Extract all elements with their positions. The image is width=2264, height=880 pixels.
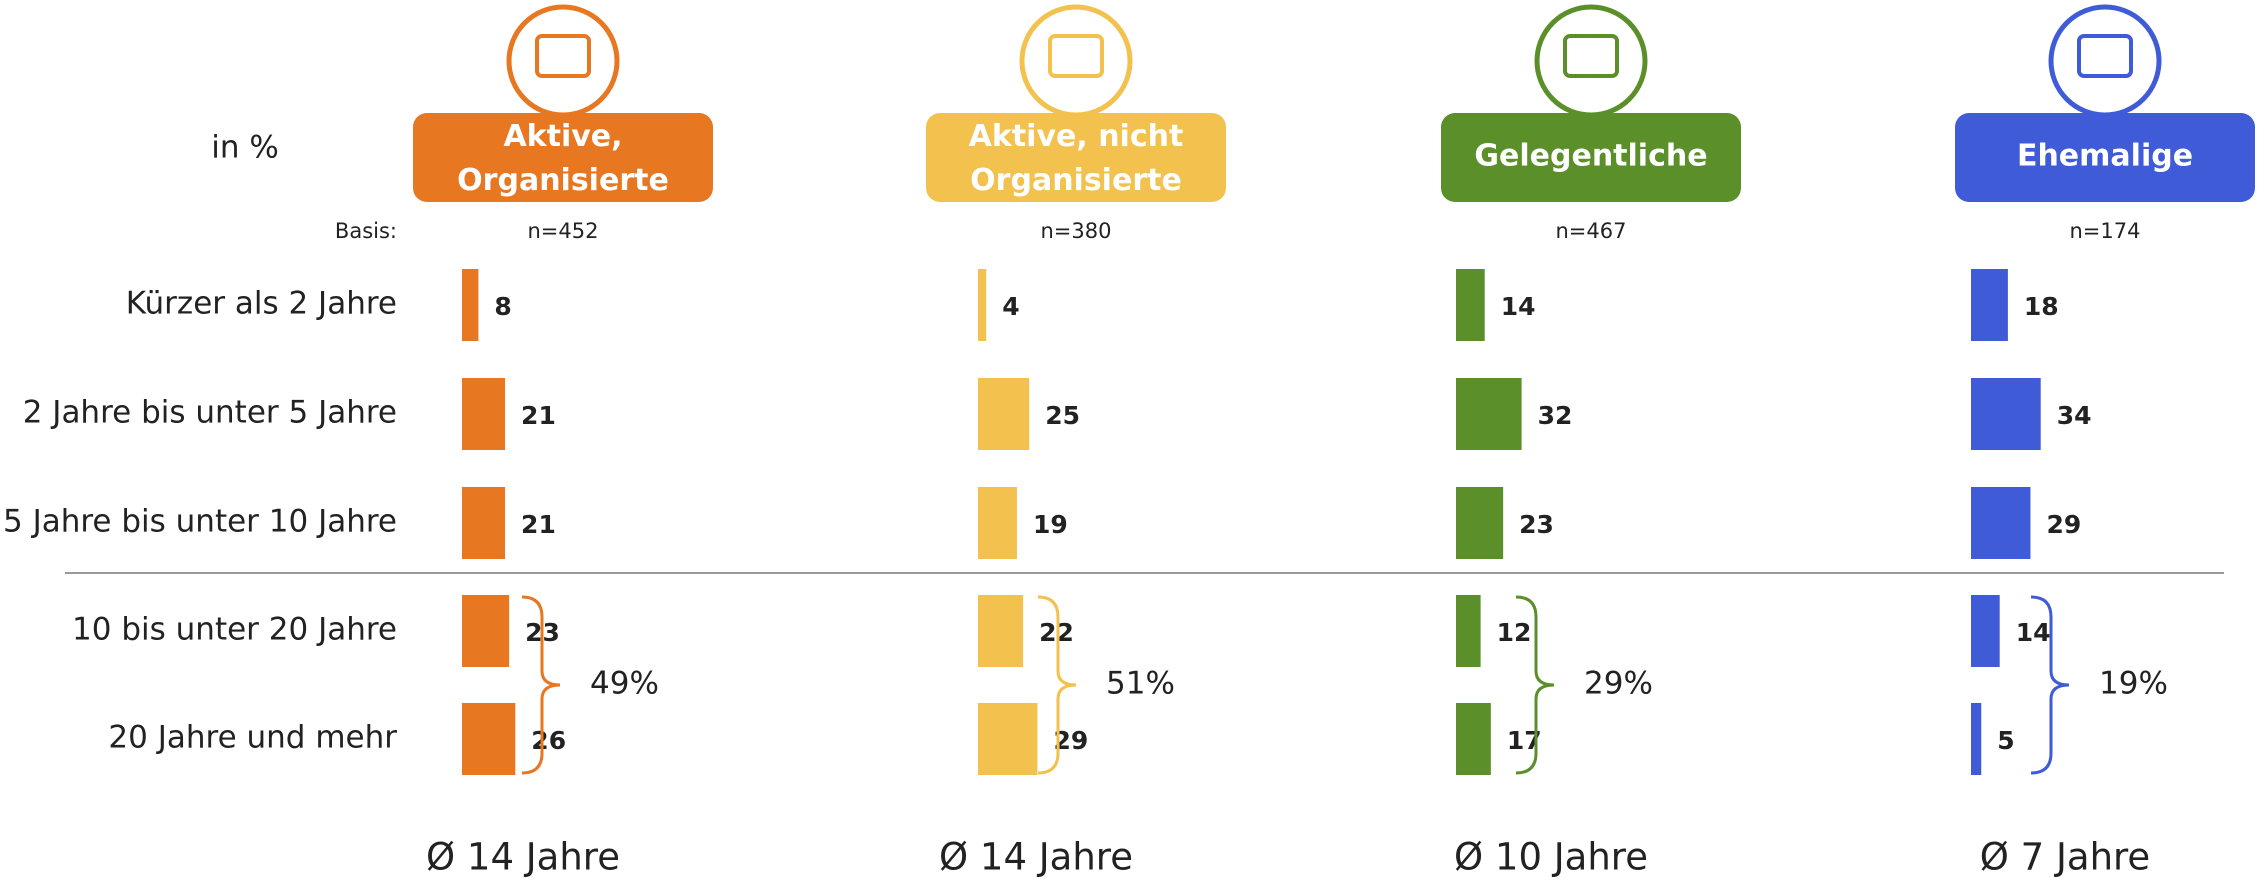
bar	[978, 487, 1017, 559]
icon	[506, 4, 620, 118]
value-label: 8	[494, 292, 511, 321]
value-label: 23	[1519, 510, 1554, 539]
bracket-label: 29%	[1584, 666, 1653, 702]
basis-n: n=452	[528, 219, 599, 243]
average-label: Ø 14 Jahre	[426, 836, 620, 879]
value-label: 12	[1497, 618, 1532, 647]
header-box	[1441, 113, 1741, 202]
value-label: 14	[2016, 618, 2051, 647]
value-label: 19	[1033, 510, 1068, 539]
value-label: 21	[521, 510, 556, 539]
bar	[978, 269, 987, 341]
bracket	[521, 595, 561, 775]
header-label: Gelegentliche	[1474, 139, 1707, 174]
bar	[462, 703, 516, 775]
bar	[1971, 378, 2041, 450]
category-label: Kürzer als 2 Jahre	[126, 286, 397, 322]
bracket	[1037, 595, 1077, 775]
bar	[1971, 269, 2008, 341]
bar	[462, 487, 506, 559]
bar	[462, 595, 510, 667]
icon	[1019, 4, 1133, 118]
icon	[1534, 4, 1648, 118]
bracket	[1515, 595, 1555, 775]
value-label: 25	[1045, 401, 1080, 430]
bracket-label: 19%	[2099, 666, 2168, 702]
header-label: Ehemalige	[2017, 139, 2193, 174]
bar	[1456, 378, 1522, 450]
icon	[1563, 34, 1619, 78]
header-box	[413, 113, 713, 202]
header-label: Aktive, Organisierte	[457, 119, 669, 198]
average-label: Ø 7 Jahre	[1980, 836, 2150, 879]
category-label: 20 Jahre und mehr	[108, 720, 397, 756]
bar	[1456, 703, 1491, 775]
basis-label: Basis:	[335, 219, 397, 243]
category-label: 5 Jahre bis unter 10 Jahre	[3, 504, 397, 540]
average-label: Ø 14 Jahre	[939, 836, 1133, 879]
bar	[462, 269, 479, 341]
icon	[2077, 34, 2133, 78]
bar	[1456, 487, 1504, 559]
bar	[978, 595, 1024, 667]
bar	[978, 378, 1030, 450]
icon	[2048, 4, 2162, 118]
bar	[1456, 269, 1485, 341]
bracket	[2030, 595, 2070, 775]
icon	[535, 34, 591, 78]
category-label: 2 Jahre bis unter 5 Jahre	[23, 395, 397, 431]
basis-n: n=380	[1041, 219, 1112, 243]
bar	[1971, 595, 2000, 667]
value-label: 22	[1039, 618, 1074, 647]
bar	[1971, 487, 2031, 559]
basis-n: n=467	[1556, 219, 1627, 243]
value-label: 18	[2024, 292, 2059, 321]
basis-n: n=174	[2070, 219, 2141, 243]
header-box	[1955, 113, 2255, 202]
value-label: 26	[531, 726, 566, 755]
value-label: 29	[2046, 510, 2081, 539]
bar	[1971, 703, 1982, 775]
value-label: 34	[2057, 401, 2092, 430]
unit-label: in %	[211, 130, 279, 166]
icon	[1048, 34, 1104, 78]
category-label: 10 bis unter 20 Jahre	[72, 612, 397, 648]
bar	[462, 378, 506, 450]
value-label: 4	[1002, 292, 1019, 321]
bracket-label: 49%	[590, 666, 659, 702]
average-label: Ø 10 Jahre	[1454, 836, 1648, 879]
bar	[1456, 595, 1481, 667]
header-label: Aktive, nicht Organisierte	[969, 119, 1184, 198]
value-label: 14	[1501, 292, 1536, 321]
bracket-label: 51%	[1106, 666, 1175, 702]
value-label: 32	[1538, 401, 1573, 430]
bar	[978, 703, 1038, 775]
value-label: 21	[521, 401, 556, 430]
value-label: 5	[1997, 726, 2014, 755]
header-box	[926, 113, 1226, 202]
